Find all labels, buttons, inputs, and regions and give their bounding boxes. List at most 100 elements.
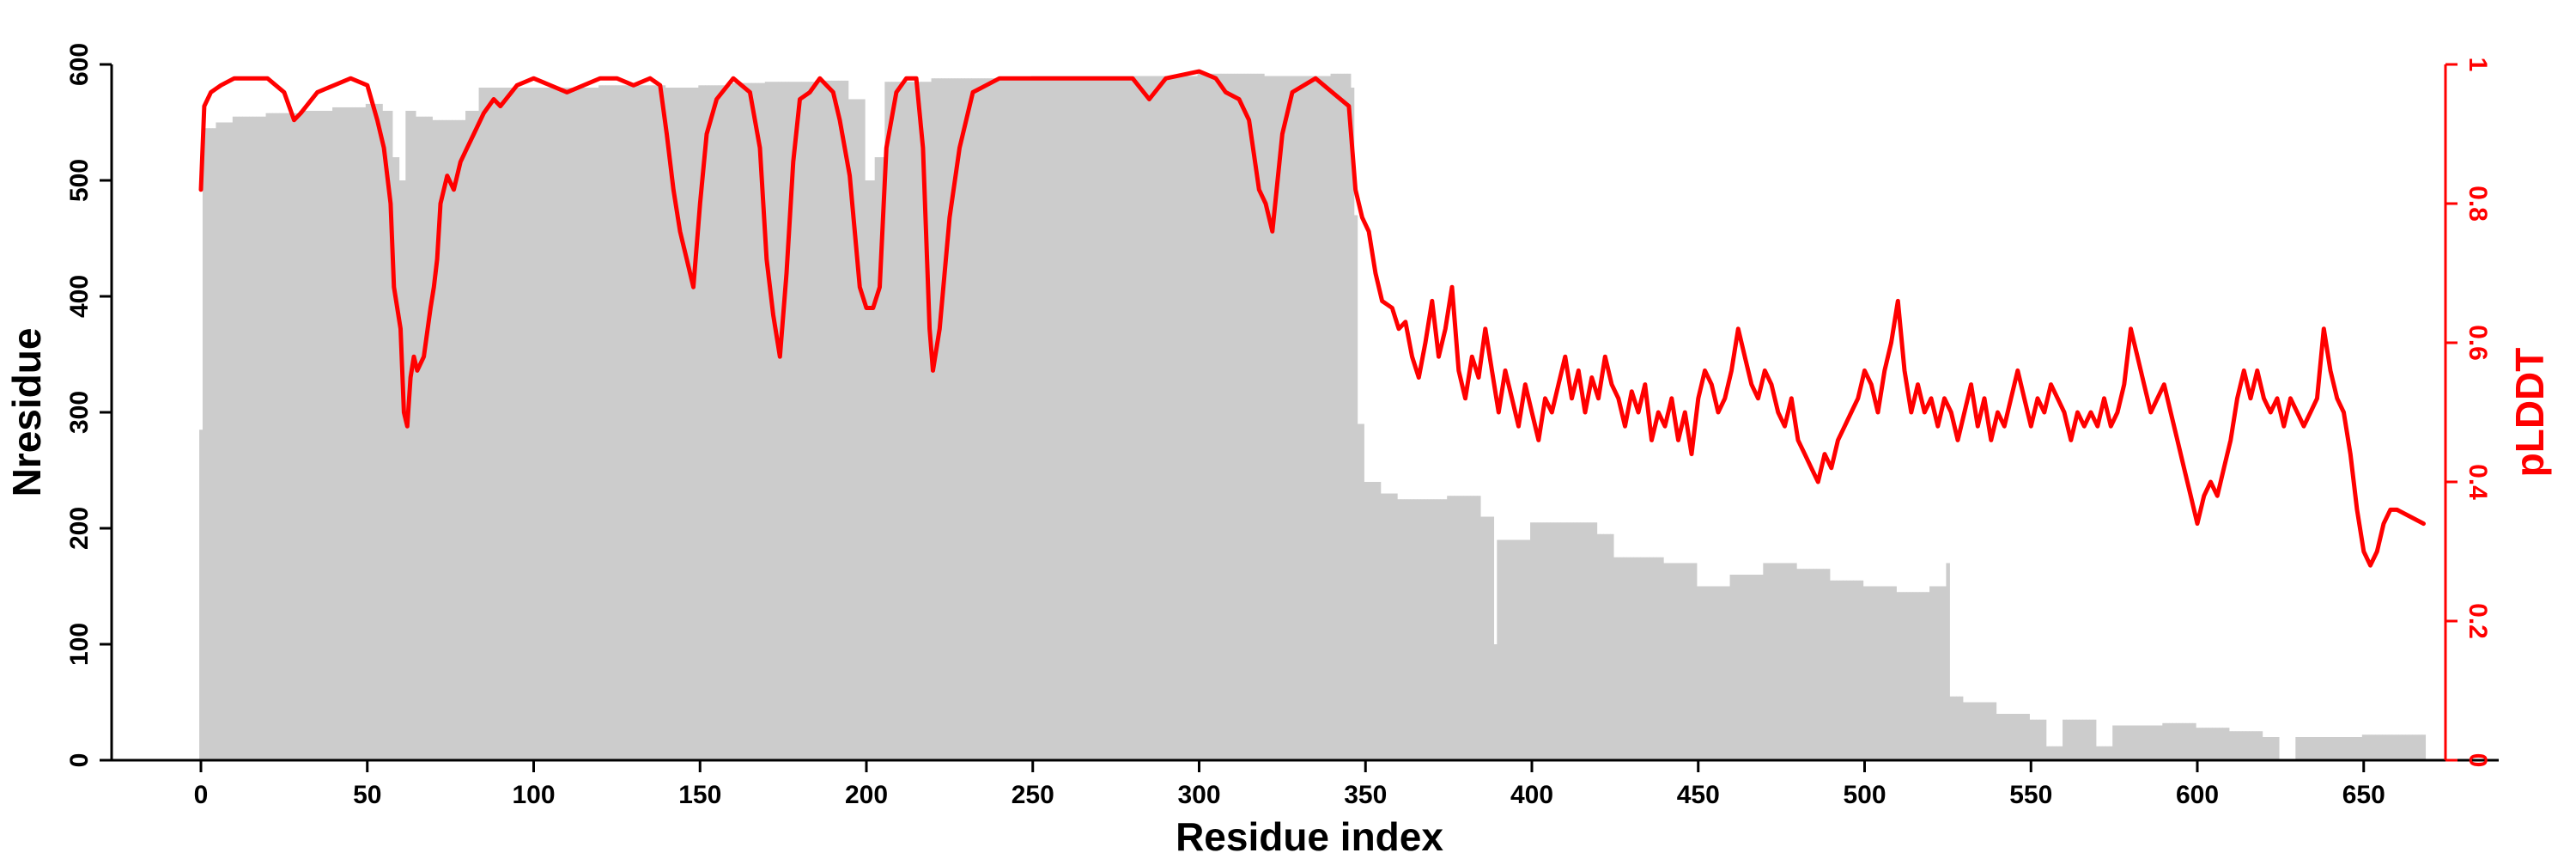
- bar: [2148, 725, 2154, 760]
- bar: [1257, 73, 1261, 761]
- bar: [1716, 586, 1721, 760]
- bar: [1839, 580, 1844, 760]
- bar: [854, 99, 859, 760]
- bar: [295, 113, 300, 760]
- bar: [681, 88, 686, 760]
- bar: [2405, 734, 2409, 760]
- bar: [994, 78, 999, 760]
- bar: [2079, 719, 2083, 760]
- bar: [1424, 499, 1428, 760]
- bar: [1873, 586, 1877, 760]
- bar: [495, 88, 500, 760]
- bar: [1194, 76, 1199, 760]
- bar: [622, 85, 626, 761]
- x-tick-label: 200: [845, 781, 888, 809]
- bar: [2375, 734, 2379, 760]
- bar: [338, 107, 343, 760]
- bar: [1157, 76, 1162, 760]
- bar: [1479, 516, 1485, 760]
- bar: [1736, 575, 1741, 760]
- bar: [2086, 719, 2090, 760]
- bar: [1224, 73, 1229, 761]
- bar: [1124, 76, 1128, 760]
- bar: [535, 88, 539, 760]
- bar: [1703, 586, 1708, 760]
- bar: [216, 122, 220, 760]
- bar: [1826, 569, 1831, 760]
- bar: [1477, 496, 1481, 760]
- bar: [725, 85, 729, 761]
- bar: [1456, 496, 1461, 760]
- bar: [562, 88, 566, 760]
- bar: [1417, 499, 1421, 760]
- bar: [951, 78, 956, 760]
- bar: [568, 88, 573, 760]
- bar: [252, 116, 257, 760]
- bar: [1789, 563, 1794, 760]
- bar: [1137, 76, 1142, 760]
- bar: [2228, 731, 2233, 760]
- bar: [901, 82, 906, 760]
- bar: [2185, 722, 2190, 760]
- bar: [1018, 78, 1022, 760]
- bar: [2275, 737, 2280, 760]
- bar: [212, 128, 217, 760]
- x-tick-label: 550: [2009, 781, 2052, 809]
- bar: [2325, 737, 2330, 760]
- bar: [2029, 719, 2033, 760]
- bar: [392, 157, 397, 760]
- bar: [239, 116, 244, 760]
- bar: [1154, 76, 1158, 760]
- bar: [1979, 702, 1984, 760]
- bar: [2105, 746, 2110, 760]
- bar: [322, 111, 326, 760]
- bar: [695, 88, 699, 760]
- bar: [302, 111, 307, 760]
- bar: [459, 119, 463, 761]
- bar: [2382, 734, 2386, 760]
- bar: [1394, 493, 1398, 760]
- bar: [335, 107, 340, 760]
- bar: [1506, 539, 1511, 760]
- bar: [1586, 522, 1591, 760]
- bar: [605, 85, 610, 761]
- bar: [1746, 575, 1751, 760]
- bar: [1633, 557, 1637, 760]
- bar: [276, 113, 280, 760]
- bar: [1234, 73, 1238, 761]
- bar: [1759, 575, 1764, 760]
- bar: [1546, 522, 1551, 760]
- bar: [1776, 563, 1781, 760]
- bar: [435, 119, 440, 761]
- bar: [941, 78, 945, 760]
- bar: [319, 111, 324, 760]
- bar: [1749, 575, 1754, 760]
- bar: [1387, 493, 1391, 760]
- bar: [865, 180, 869, 760]
- bar: [2235, 731, 2240, 760]
- bar: [1110, 76, 1115, 760]
- bar: [471, 111, 477, 760]
- bar: [2026, 714, 2030, 760]
- bar: [1772, 563, 1777, 760]
- bar: [2166, 722, 2170, 760]
- bar: [1916, 592, 1921, 760]
- bar: [791, 82, 796, 760]
- bar: [572, 88, 576, 760]
- bar: [1127, 76, 1132, 760]
- bar: [648, 85, 653, 761]
- bar: [265, 113, 270, 760]
- bar: [1410, 499, 1415, 760]
- bar: [635, 85, 640, 761]
- bar: [924, 82, 929, 760]
- bar: [1566, 522, 1571, 760]
- bar: [1067, 76, 1072, 760]
- bar: [565, 88, 569, 760]
- bar: [2155, 725, 2160, 760]
- bar: [1254, 73, 1258, 761]
- bar: [2249, 731, 2253, 760]
- bar: [332, 107, 337, 760]
- bar: [1357, 423, 1362, 760]
- bar: [1364, 482, 1368, 760]
- bar: [1905, 592, 1911, 760]
